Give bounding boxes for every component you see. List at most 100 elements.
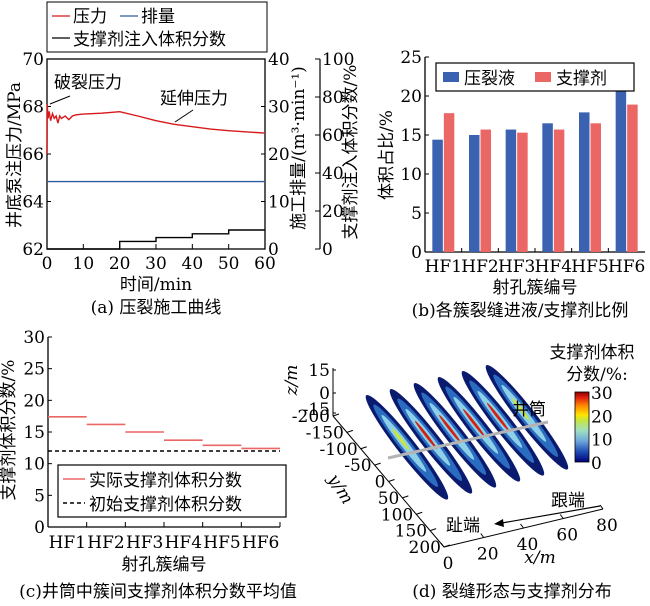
- fracture-zone-high: [462, 408, 486, 438]
- x-tick: [559, 514, 564, 519]
- x-tick-label: 0: [443, 554, 454, 574]
- x-tick-label: HF4: [535, 257, 572, 277]
- x-tick: [599, 504, 604, 510]
- y-tick-label: 5: [34, 486, 45, 506]
- x-tick-label: HF2: [87, 533, 124, 553]
- y-axis-label-right2: 支撑剂注入体积分数/%: [341, 65, 361, 240]
- y-tick-label: 20: [23, 391, 45, 411]
- x-tick-label: HF6: [242, 533, 279, 553]
- legend-swatch-proppant: [535, 72, 551, 82]
- y-tick-label-left: 62: [22, 240, 44, 260]
- y-tick-label: -150: [306, 423, 344, 443]
- x-tick-label: HF1: [49, 533, 86, 553]
- y-tick: [332, 413, 340, 417]
- fracture-HF4: [437, 376, 521, 482]
- legend: 压力 排量 支撑剂注入体积分数: [46, 1, 268, 53]
- annotation-leader: [174, 109, 194, 123]
- y-tick-label: 25: [23, 360, 45, 380]
- fracture-HF5: [461, 370, 545, 476]
- x-tick-label: HF4: [165, 533, 202, 553]
- x-tick-label: 0: [42, 254, 53, 274]
- x-tick-label: HF3: [126, 533, 163, 553]
- caption-b: (b)各簇裂缝进液/支撑剂比例: [412, 301, 629, 321]
- direction-arrow: [495, 505, 601, 525]
- y-tick-label-left: 64: [22, 193, 44, 213]
- y-tick-label: 10: [400, 165, 422, 185]
- bar-proppant-HF3: [517, 132, 528, 252]
- x-tick-label: 60: [254, 254, 276, 274]
- y-tick: [416, 511, 423, 515]
- x-tick: [440, 542, 445, 548]
- y-tick-label: 0: [375, 473, 386, 493]
- x-tick-label: HF2: [461, 257, 498, 277]
- x-tick-label: 10: [73, 254, 95, 274]
- colorbar-tick-label: 30: [591, 384, 613, 404]
- y-tick-label: 20: [400, 87, 422, 107]
- y-tick-label: 15: [400, 126, 422, 146]
- x-tick-label: HF5: [571, 257, 608, 277]
- y-tick-label-left: 68: [22, 98, 44, 118]
- y-tick-label-right1: 20: [268, 145, 290, 165]
- y-tick-label-right2: 60: [322, 126, 344, 146]
- legend-label-fluid: 压裂液: [464, 69, 515, 89]
- y-axis-label-right1: 施工排量/(m³·min⁻¹): [289, 66, 309, 230]
- y-tick-label-right2: 100: [322, 50, 354, 70]
- y-tick-label-right1: 0: [268, 240, 279, 260]
- panel-a-construction-curve: 62 64 66 68 70 0 10 20 30 40 50 60 0 10 20 30 40 0 20 40…: [5, 1, 361, 318]
- heel-label: 跟端: [551, 491, 585, 511]
- caption-d: (d) 裂缝形态与支撑剂分布: [412, 582, 612, 602]
- legend: 实际支撑剂体积分数 初始支撑剂体积分数: [57, 464, 287, 518]
- wellbore-label: 井筒: [512, 400, 546, 420]
- y-tick-label: 0: [34, 518, 45, 538]
- y-tick-label-right1: 40: [268, 50, 290, 70]
- bar-fluid-HF3: [505, 129, 517, 252]
- fracture-zone-high: [414, 420, 438, 450]
- colorbar-tick-label: 0: [591, 454, 602, 474]
- legend-label-actual: 实际支撑剂体积分数: [89, 471, 242, 491]
- z-tick-label: 0: [319, 384, 330, 404]
- y-tick-label: 0: [411, 243, 422, 263]
- y-axis-label-left: 井底泵注压力/MPa: [5, 82, 25, 228]
- bar-proppant-HF5: [590, 123, 601, 252]
- annotation-extension-pressure: 延伸压力: [160, 89, 228, 109]
- legend-label-proppant: 支撑剂: [556, 69, 607, 89]
- x-axis-label: x/m: [524, 548, 555, 568]
- y-tick: [346, 429, 354, 433]
- fracture-HF2: [389, 388, 473, 494]
- panel-b-bar-chart: 0 5 10 15 20 25 HF1 HF2 HF3 HF4 HF5 HF6 压裂液 支撑剂 体积占…: [377, 48, 645, 321]
- arrow-head-icon: [494, 519, 504, 527]
- fracture-zone-high: [486, 402, 510, 432]
- y-tick-label: -50: [344, 456, 371, 476]
- annotation-leader: [49, 95, 71, 105]
- z-tick-label: -15: [303, 400, 330, 420]
- x-tick-label: HF5: [203, 533, 240, 553]
- y-tick-label-left: 70: [22, 50, 44, 70]
- series-line-pressure: [46, 104, 266, 155]
- legend-swatch-fluid: [443, 72, 459, 82]
- x-tick-label: 40: [517, 535, 539, 555]
- y-axis-label: 体积占比/%: [377, 110, 397, 200]
- colorbar-tick-label: 20: [591, 407, 613, 427]
- colorbar-title-line2: 分数/%:: [566, 365, 628, 385]
- legend: 压裂液 支撑剂: [435, 62, 635, 92]
- y-tick-label-right2: 20: [322, 202, 344, 222]
- y-tick-label-right2: 40: [322, 164, 344, 184]
- bar-fluid-HF4: [542, 123, 553, 252]
- x-tick: [520, 523, 524, 529]
- y-tick-label: 200: [409, 538, 441, 558]
- y-tick-label: -200: [292, 407, 330, 427]
- bar-fluid-HF6: [615, 91, 627, 252]
- x-tick-label: 80: [596, 516, 618, 536]
- x-tick-label: 20: [109, 254, 131, 274]
- x-tick-label: HF1: [425, 257, 462, 277]
- colorbar-title-line1: 支撑剂体积: [550, 343, 635, 363]
- x-tick-label: 30: [145, 254, 167, 274]
- legend-label-rate: 排量: [141, 7, 175, 27]
- fracture-HF1: [365, 394, 449, 500]
- x-tick-label: 40: [182, 254, 204, 274]
- annotation-breakdown-pressure: 破裂压力: [54, 73, 122, 93]
- y-tick-label: 10: [23, 455, 45, 475]
- x-tick-label: HF3: [498, 257, 535, 277]
- caption-a: (a) 压裂施工曲线: [91, 298, 222, 318]
- y-tick-label: 50: [378, 489, 400, 509]
